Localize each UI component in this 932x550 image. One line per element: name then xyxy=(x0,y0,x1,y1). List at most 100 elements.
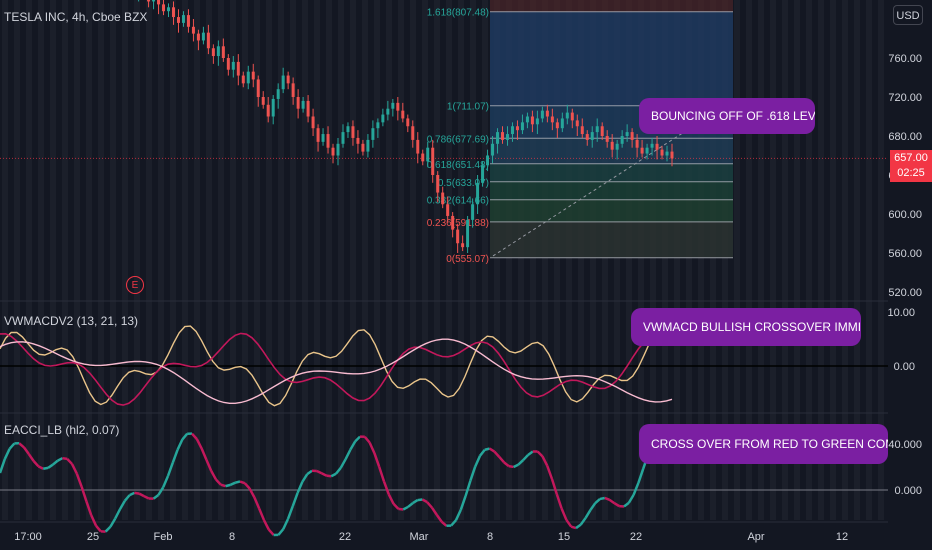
session-stripe xyxy=(770,0,776,520)
session-stripe xyxy=(554,0,560,520)
vwmacd-title[interactable]: VWMACDV2 (13, 21, 13) xyxy=(4,314,139,328)
eacci-segment xyxy=(171,449,179,464)
candle-body xyxy=(501,132,505,140)
eacci-segment xyxy=(134,491,140,495)
fib-level-label: 1.618(807.48) xyxy=(427,8,489,19)
eacci-segment xyxy=(129,491,135,497)
price-axis-tick: 760.00 xyxy=(888,53,922,65)
candle-body xyxy=(396,102,400,111)
candle-body xyxy=(481,165,485,183)
session-stripe xyxy=(434,0,440,520)
fib-level-label: 0(555.07) xyxy=(446,254,489,265)
eacci-title[interactable]: EACCI_LB (hl2, 0.07) xyxy=(4,423,120,437)
earnings-marker[interactable]: E xyxy=(126,276,144,294)
candle-body xyxy=(630,132,634,140)
session-stripe xyxy=(422,0,428,520)
eacci-segment xyxy=(162,475,170,488)
eacci-callout[interactable]: CROSS OVER FROM RED TO GREEN COMMENCING xyxy=(639,424,888,464)
session-stripe xyxy=(542,0,548,520)
session-stripe xyxy=(854,0,860,520)
candle-body xyxy=(520,122,524,131)
candle-body xyxy=(246,71,250,84)
eacci-segment xyxy=(0,458,6,474)
vwmacd-callout[interactable]: VWMACD BULLISH CROSSOVER IMMINENT xyxy=(631,308,861,346)
candle-body xyxy=(331,147,335,156)
fib-zone xyxy=(490,11,733,106)
eacci-segment xyxy=(215,478,222,486)
candle-body xyxy=(216,46,220,57)
eacci-segment xyxy=(32,460,40,468)
time-axis-tick: 12 xyxy=(836,531,848,543)
eacci-segment xyxy=(426,501,433,509)
vwmacd-axis-tick: 10.00 xyxy=(887,307,915,319)
fib-level-label: 0.236(591.88) xyxy=(427,218,489,229)
session-stripe xyxy=(746,0,752,520)
session-stripe xyxy=(14,0,20,520)
session-stripe xyxy=(206,0,212,520)
session-stripe xyxy=(566,0,572,520)
eacci-segment xyxy=(143,495,150,500)
session-stripe xyxy=(74,0,80,520)
candle-body xyxy=(371,128,375,140)
time-axis-tick: 8 xyxy=(487,531,493,543)
candle-body xyxy=(191,26,195,34)
eacci-segment xyxy=(47,463,54,469)
eacci-segment xyxy=(517,459,525,466)
candle-body xyxy=(171,7,175,18)
eacci-segment xyxy=(138,492,145,498)
last-price-value: 657.00 xyxy=(894,152,928,164)
eacci-segment xyxy=(508,464,514,469)
session-stripe xyxy=(734,0,740,520)
eacci-segment xyxy=(402,505,409,511)
candle-body xyxy=(600,126,604,136)
currency-button[interactable]: USD xyxy=(893,5,923,25)
candle-body xyxy=(411,126,415,140)
session-stripe xyxy=(674,0,680,520)
eacci-segment xyxy=(195,438,203,449)
time-axis-tick: 22 xyxy=(630,531,642,543)
eacci-segment xyxy=(291,492,299,507)
eacci-segment xyxy=(316,469,323,475)
candle-body xyxy=(431,147,435,175)
candle-body xyxy=(505,134,509,140)
candle-body xyxy=(560,118,564,129)
candle-body xyxy=(376,122,380,129)
candle-body xyxy=(620,136,624,144)
eacci-segment xyxy=(296,481,304,494)
eacci-segment xyxy=(378,466,386,482)
candle-body xyxy=(461,243,465,248)
eacci-segment xyxy=(604,496,611,502)
fib-zone-top xyxy=(490,0,733,12)
time-axis: 17:00 25 Feb 8 22 Mar 8 15 22 Apr 12 xyxy=(14,531,848,543)
candle-body xyxy=(321,134,325,142)
candle-body xyxy=(316,128,320,142)
candle-body xyxy=(391,102,395,109)
candle-body xyxy=(241,75,245,84)
eacci-segment xyxy=(234,480,241,484)
candle-body xyxy=(421,153,425,162)
session-stripe xyxy=(314,0,320,520)
session-stripe xyxy=(326,0,332,520)
price-axis-tick: 720.00 xyxy=(888,92,922,104)
eacci-segment xyxy=(321,472,327,477)
eacci-segment xyxy=(373,452,381,468)
eacci-segment xyxy=(555,493,563,509)
session-stripe xyxy=(182,0,188,520)
vwmacd-line xyxy=(0,325,673,407)
eacci-segment xyxy=(95,524,102,533)
candle-body xyxy=(665,151,669,156)
eacci-segment xyxy=(493,450,501,458)
session-stripe xyxy=(578,0,584,520)
fib-callout[interactable]: BOUNCING OFF OF .618 LEVEL xyxy=(639,98,815,134)
eacci-segment xyxy=(594,498,601,505)
session-stripe xyxy=(686,0,692,520)
symbol-title[interactable]: TESLA INC, 4h, Cboe BZX xyxy=(4,10,148,24)
candle-body xyxy=(406,118,410,127)
session-stripe xyxy=(278,0,284,520)
eacci-segment xyxy=(114,508,122,520)
candle-body xyxy=(670,151,674,159)
eacci-segment xyxy=(435,514,443,523)
eacci-segment xyxy=(392,503,400,510)
eacci-segment xyxy=(191,432,198,440)
